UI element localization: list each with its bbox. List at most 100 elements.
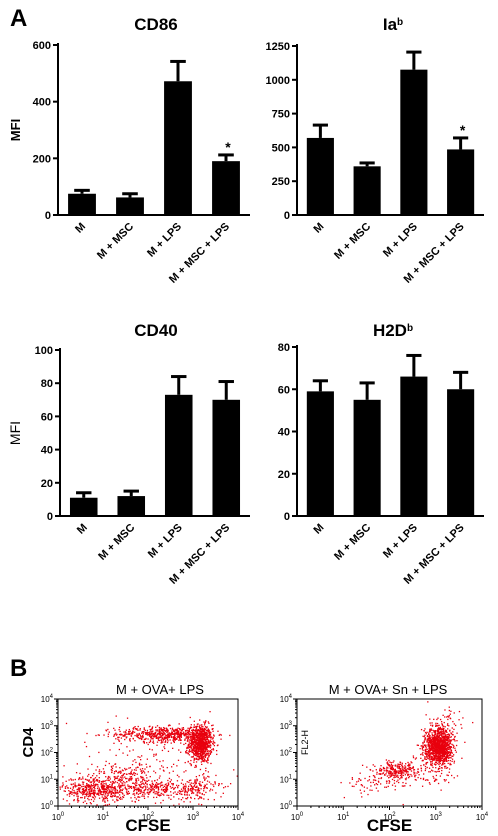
event-dot [97,779,99,781]
event-dot [439,756,441,759]
event-dot [190,726,193,729]
event-dot [195,725,198,728]
event-dot [435,758,437,760]
event-dot [77,793,79,795]
event-dot [442,755,444,757]
event-dot [391,766,393,769]
event-dot [114,795,116,797]
event-dot [396,772,398,774]
event-dot [199,739,201,742]
event-dot [176,733,178,735]
event-dot [386,780,388,782]
event-dot [186,749,188,752]
event-dot [427,733,430,736]
event-dot [203,772,205,775]
event-dot [77,788,79,790]
event-dot [199,757,202,760]
event-dot [227,785,229,788]
event-dot [118,733,121,736]
event-dot [152,734,154,737]
event-dot [447,718,449,721]
event-dot [186,798,188,800]
event-dot [193,754,195,756]
event-dot [450,739,452,741]
category-label-1: M [312,221,327,236]
event-dot [379,773,381,776]
event-dot [125,733,127,735]
event-dot [202,739,205,741]
event-dot [437,738,440,740]
event-dot [442,762,444,764]
event-dot [448,706,450,708]
event-dot [179,739,182,742]
event-dot [431,745,434,747]
event-dot [217,730,219,732]
event-dot [436,725,438,727]
event-dot [423,736,426,738]
event-dot [398,770,400,772]
event-dot [195,735,197,737]
event-dot [172,737,175,739]
event-dot [143,741,146,743]
event-dot [150,785,152,787]
event-dot [166,729,169,731]
event-dot [116,789,119,792]
event-dot [401,773,403,775]
event-dot [212,730,214,732]
event-dot [186,733,188,736]
event-dot [90,784,93,786]
event-dot [446,753,448,755]
event-dot [139,785,141,787]
event-dot [411,775,413,777]
event-dot [391,769,394,771]
event-dot [170,779,172,781]
event-dot [447,733,450,735]
event-dot [423,730,425,732]
event-dot [109,792,111,794]
event-dot [389,765,392,767]
event-dot [83,789,85,791]
event-dot [196,725,199,727]
event-dot [456,740,458,742]
event-dot [190,736,192,738]
event-dot [446,737,448,739]
event-dot [392,774,394,776]
event-dot [89,790,91,792]
event-dot [198,729,200,731]
event-dot [108,790,111,792]
event-dot [198,737,200,740]
event-dot [87,795,90,798]
event-dot [118,786,121,789]
event-dot [199,731,201,733]
event-dot [212,724,214,726]
event-dot [207,752,209,755]
event-dot [415,757,418,759]
event-dot [73,794,75,797]
event-dot [351,785,353,787]
y-tick-label: 80 [278,342,290,354]
event-dot [194,753,196,756]
event-dot [434,745,436,748]
event-dot [436,742,438,744]
y-tick-label: 100 [35,345,53,357]
event-dot [433,748,436,750]
event-dot [439,745,442,747]
chart-title: H2Db [373,321,413,340]
event-dot [461,757,463,759]
event-dot [448,734,451,736]
event-dot [439,757,441,760]
event-dot [122,796,124,798]
event-dot [208,736,210,738]
event-dot [190,744,193,746]
event-dot [443,779,445,781]
event-dot [182,733,185,735]
event-dot [122,735,124,737]
event-dot [157,733,160,735]
event-dot [437,747,439,749]
event-dot [212,784,214,786]
event-dot [425,763,427,765]
event-dot [150,729,152,731]
event-dot [432,766,434,769]
event-dot [212,740,215,742]
event-dot [140,789,142,791]
